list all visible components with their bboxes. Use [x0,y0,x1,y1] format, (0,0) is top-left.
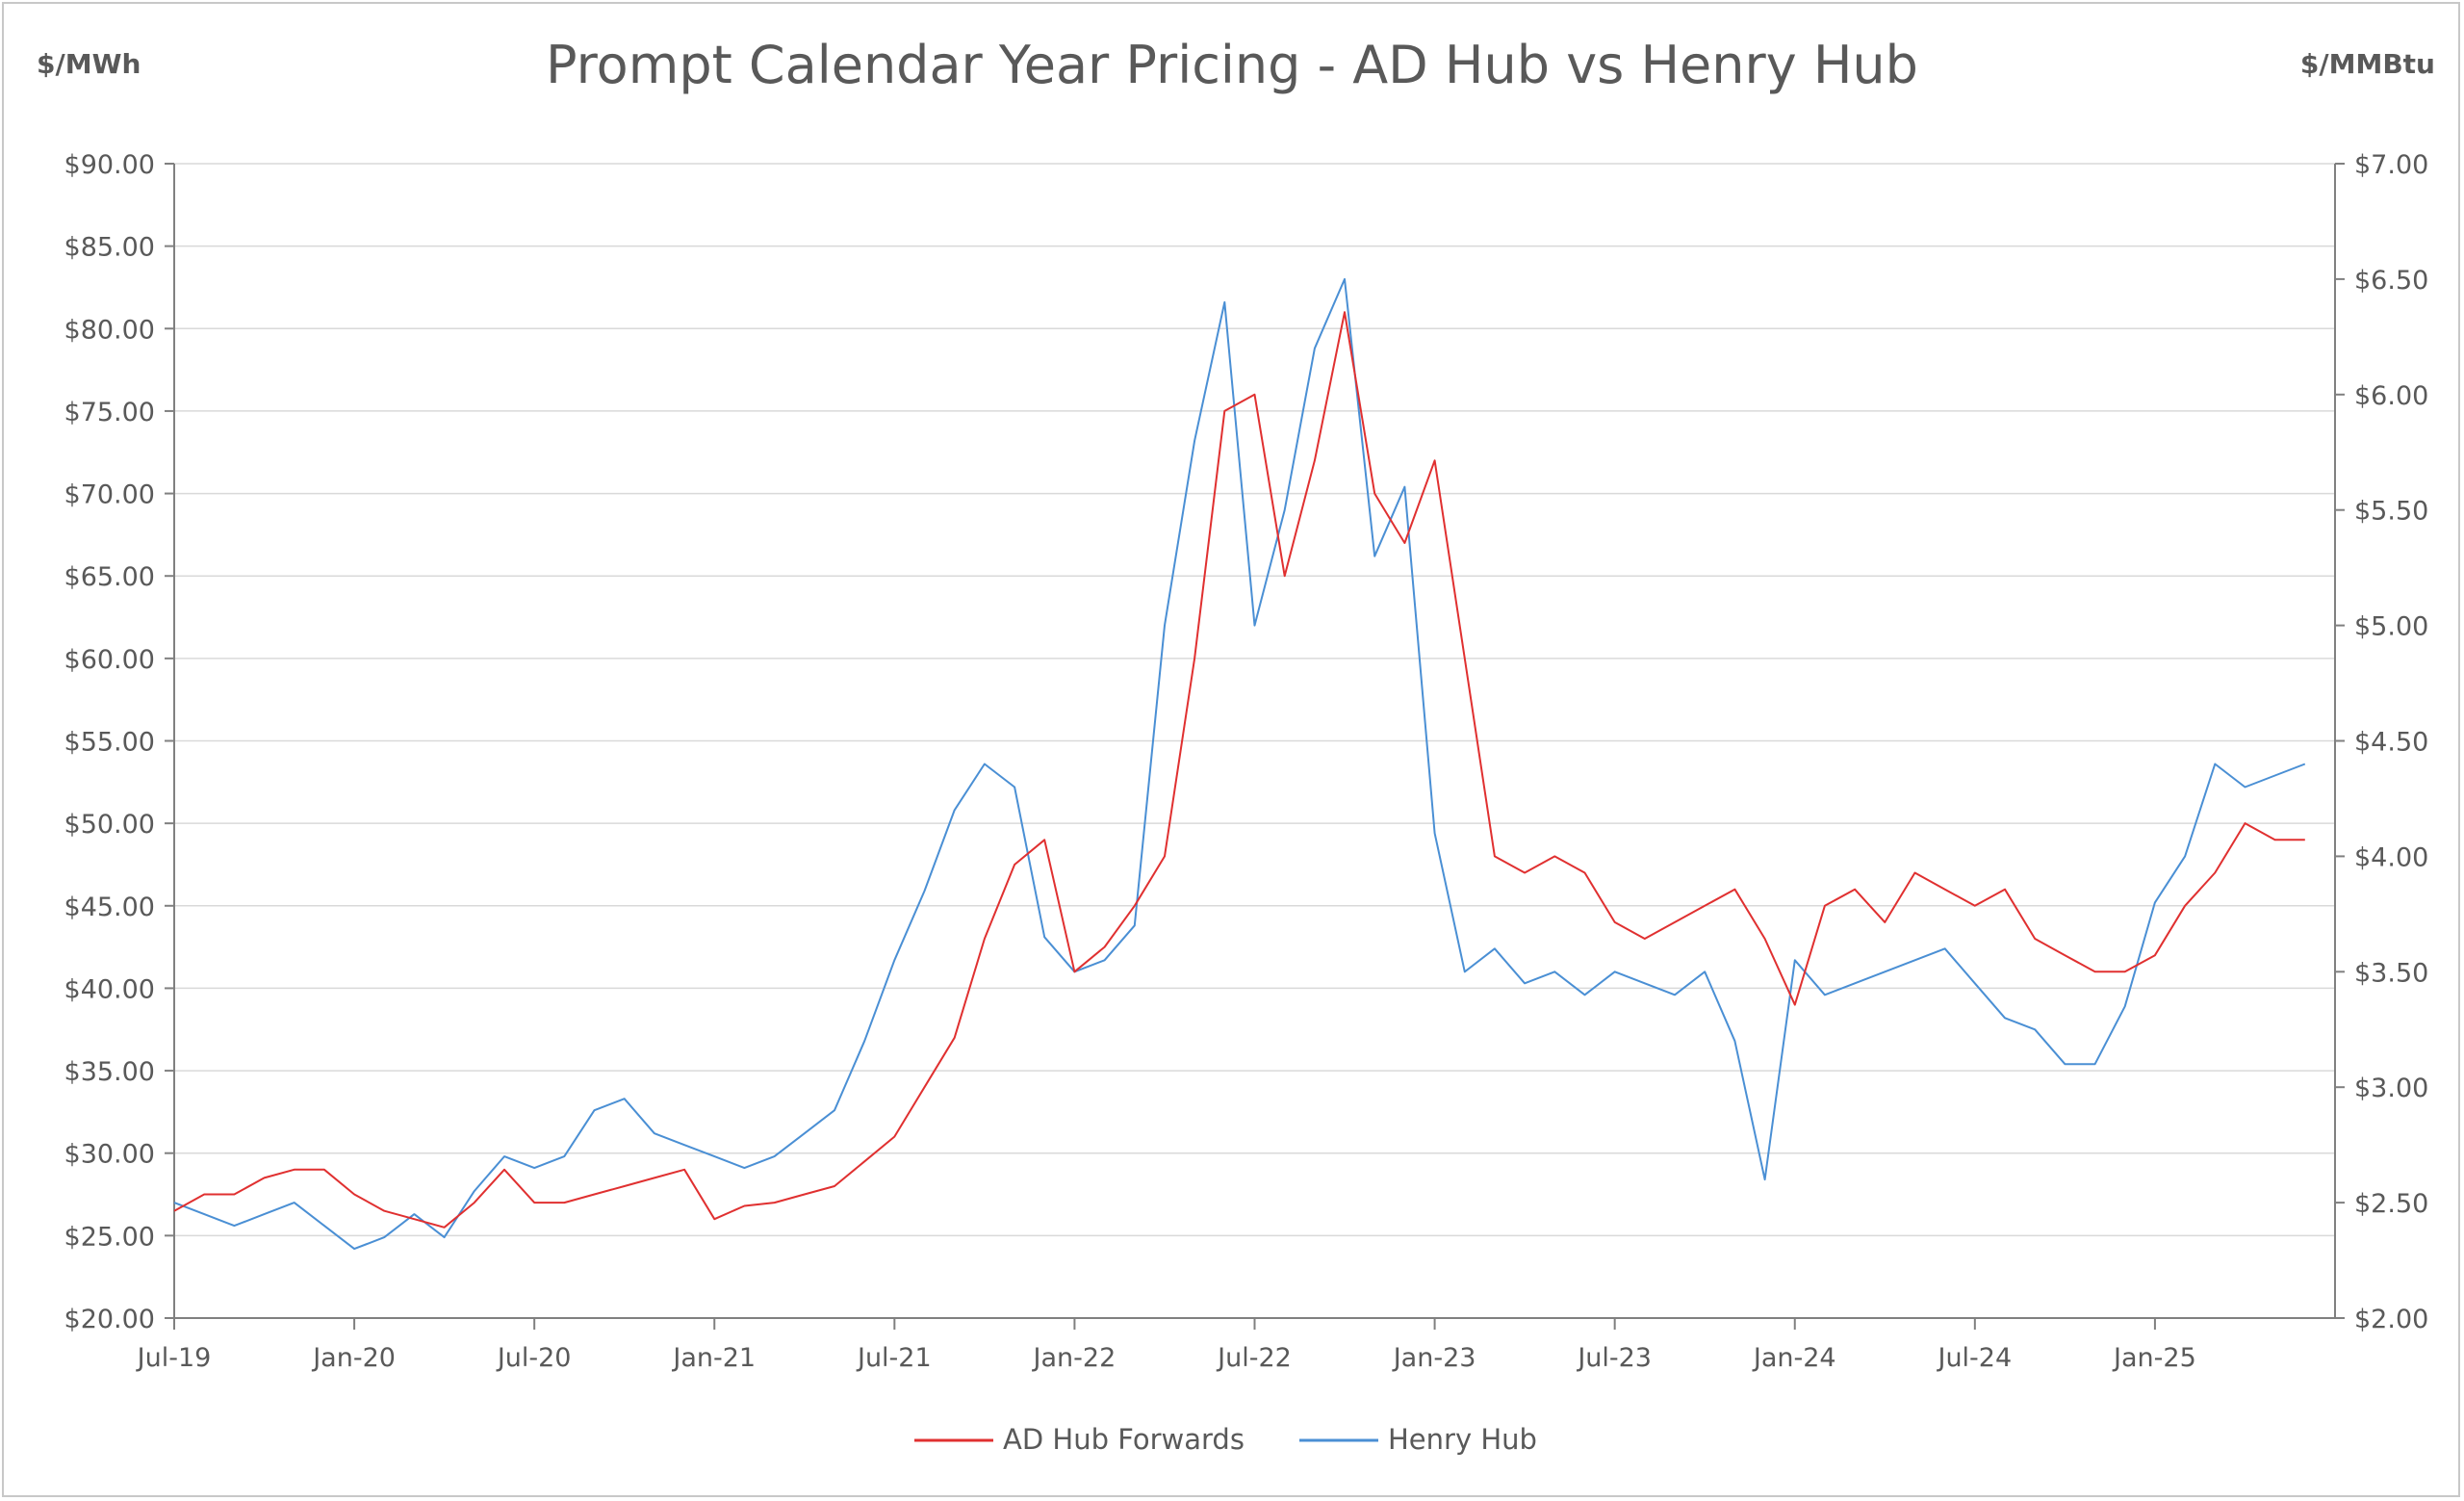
left-tick-label: $70.00 [64,480,155,510]
left-tick-label: $45.00 [64,893,155,922]
right-tick-label: $3.00 [2354,1074,2428,1103]
x-tick-label: Jan-23 [1392,1343,1476,1373]
left-tick-label: $75.00 [64,398,155,427]
x-tick-label: Jan-21 [671,1343,756,1373]
left-axis-unit-label: $/MWh [37,48,141,80]
right-tick-label: $4.00 [2354,842,2428,872]
x-tick-label: Jul-20 [496,1343,572,1373]
series-line-ad-hub-forwards [173,311,2305,1229]
right-tick-label: $6.00 [2354,381,2428,411]
right-tick-label: $3.50 [2354,958,2428,988]
x-tick-label: Jul-22 [1216,1343,1292,1373]
x-tick-label: Jan-20 [311,1343,396,1373]
chart-title: Prompt Calendar Year Pricing - AD Hub vs… [546,35,1918,95]
x-tick-label: Jan-22 [1032,1343,1116,1373]
right-tick-label: $6.50 [2354,266,2428,296]
legend-label: Henry Hub [1388,1423,1537,1456]
x-tick-label: Jan-24 [1752,1343,1836,1373]
left-tick-label: $30.00 [64,1140,155,1170]
x-tick-label: Jan-25 [2112,1343,2196,1373]
right-tick-label: $4.50 [2354,728,2428,758]
right-tick-label: $2.00 [2354,1305,2428,1334]
left-tick-label: $25.00 [64,1222,155,1252]
right-tick-label: $5.00 [2354,612,2428,642]
left-tick-label: $20.00 [64,1305,155,1334]
left-tick-label: $85.00 [64,233,155,263]
right-tick-label: $5.50 [2354,497,2428,527]
right-tick-label: $2.50 [2354,1189,2428,1219]
left-tick-label: $90.00 [64,150,155,180]
x-tick-label: Jul-24 [1936,1343,2012,1373]
right-tick-label: $7.00 [2354,150,2428,180]
left-tick-label: $60.00 [64,645,155,675]
left-tick-label: $65.00 [64,562,155,592]
left-tick-label: $80.00 [64,315,155,345]
series-line-henry-hub [173,277,2306,1251]
x-tick-label: Jul-23 [1576,1343,1652,1373]
x-tick-label: Jul-21 [856,1343,932,1373]
x-tick-label: Jul-19 [136,1343,212,1373]
left-tick-label: $40.00 [64,974,155,1004]
left-tick-label: $50.00 [64,810,155,840]
legend-label: AD Hub Forwards [1003,1423,1245,1456]
left-tick-label: $55.00 [64,728,155,758]
left-tick-label: $35.00 [64,1057,155,1087]
right-axis-unit-label: $/MMBtu [2299,48,2435,80]
